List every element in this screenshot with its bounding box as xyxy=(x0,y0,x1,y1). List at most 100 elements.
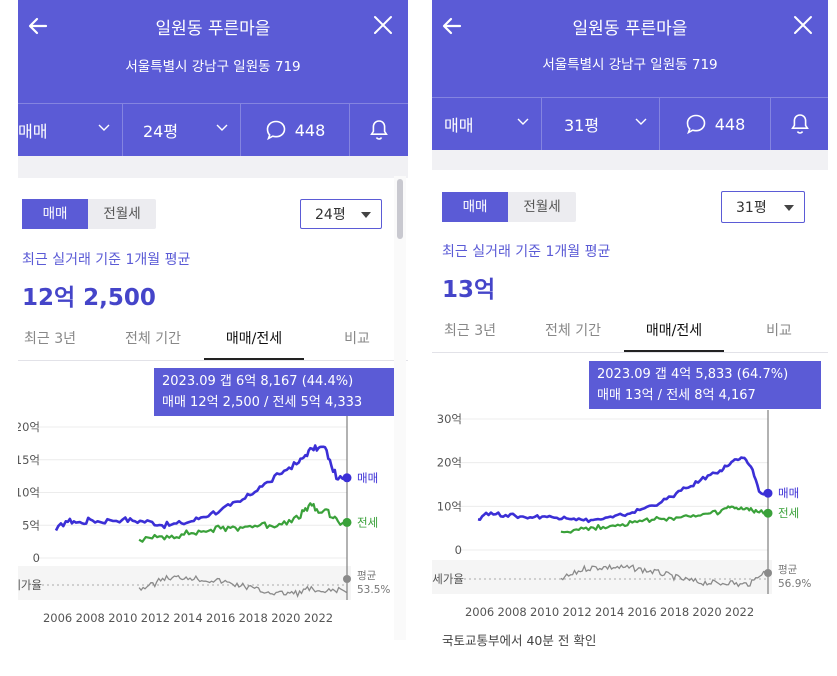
close-icon[interactable] xyxy=(792,14,814,36)
x-tick-label: 2020 xyxy=(271,611,300,625)
chart-tabs: 최근 3년 전체 기간 매매/전세 비교 xyxy=(18,320,408,361)
sale-price-line xyxy=(54,444,348,532)
x-tick-label: 2014 xyxy=(595,605,624,619)
ratio-axis-label: 전세가율 xyxy=(432,572,464,586)
caret-down-icon xyxy=(361,212,371,218)
back-arrow-icon[interactable] xyxy=(440,14,464,38)
bell-icon xyxy=(370,120,388,140)
tab-recent-3y[interactable]: 최근 3년 xyxy=(24,331,76,347)
jeonse-end-point xyxy=(763,508,773,518)
alert-button[interactable] xyxy=(771,98,828,150)
tab-all-period[interactable]: 전체 기간 xyxy=(545,323,601,339)
size-select-value: 31평 xyxy=(736,200,767,216)
y-tick-label: 20억 xyxy=(18,420,40,434)
scrollbar-thumb[interactable] xyxy=(397,179,403,239)
x-tick-label: 2006 xyxy=(465,605,494,619)
section-gap xyxy=(432,150,828,170)
alert-button[interactable] xyxy=(350,104,408,156)
tab-compare[interactable]: 비교 xyxy=(344,331,370,347)
y-tick-label: 0 xyxy=(455,543,462,557)
average-price: 13억 xyxy=(442,277,496,303)
x-tick-label: 2016 xyxy=(627,605,656,619)
size-select[interactable]: 24평 xyxy=(300,199,382,229)
x-tick-label: 2016 xyxy=(206,611,235,625)
close-icon[interactable] xyxy=(372,14,394,36)
ratio-axis-label: 세가율 xyxy=(18,578,42,592)
comment-bubble-icon xyxy=(266,120,286,141)
y-tick-label: 15억 xyxy=(18,453,40,467)
x-tick-label: 2018 xyxy=(660,605,689,619)
y-tick-label: 5억 xyxy=(22,518,40,532)
x-tick-label: 2008 xyxy=(497,605,526,619)
chart-tabs: 최근 3년 전체 기간 매매/전세 비교 xyxy=(432,312,828,353)
segment-sale[interactable]: 매매 xyxy=(22,199,88,229)
sale-end-point xyxy=(342,473,352,483)
comment-bubble-icon xyxy=(686,114,706,135)
x-tick-label: 2018 xyxy=(239,611,268,625)
apartment-panel-24: 일원동 푸른마을 서울특별시 강남구 일원동 719 매매 24평 448 매매 xyxy=(18,0,408,640)
chevron-down-icon xyxy=(216,124,228,131)
ratio-end-point xyxy=(764,569,772,577)
tooltip-prices: 매매 13억 / 전세 8억 4,167 xyxy=(597,388,756,403)
y-tick-label: 30억 xyxy=(437,412,462,426)
ratio-band xyxy=(432,560,772,594)
x-tick-label: 2022 xyxy=(725,605,754,619)
tab-recent-3y[interactable]: 최근 3년 xyxy=(444,323,496,339)
comment-count: 448 xyxy=(294,120,326,140)
trade-type-label: 매매 xyxy=(18,122,48,141)
segment-sale[interactable]: 매매 xyxy=(442,192,508,222)
trade-type-dropdown[interactable]: 매매 xyxy=(432,98,542,150)
size-dropdown[interactable]: 31평 xyxy=(542,98,660,150)
jeonse-price-line xyxy=(138,502,348,543)
back-arrow-icon[interactable] xyxy=(26,14,50,38)
caret-down-icon xyxy=(784,205,794,211)
segment-rent[interactable]: 전월세 xyxy=(103,206,141,222)
x-tick-label: 2020 xyxy=(692,605,721,619)
trade-type-dropdown[interactable]: 매매 xyxy=(18,104,123,156)
ratio-end-point xyxy=(343,575,351,583)
price-chart[interactable]: 30억20억10억0전세가율매매전세평균56.9%200620082010201… xyxy=(432,0,828,660)
size-label: 24평 xyxy=(143,122,179,141)
x-tick-label: 2010 xyxy=(530,605,559,619)
tab-all-period[interactable]: 전체 기간 xyxy=(125,331,181,347)
series-label: 매매 xyxy=(357,471,378,485)
chevron-down-icon xyxy=(98,124,110,131)
toolbar: 매매 31평 448 xyxy=(432,97,828,150)
jeonse-ratio-line xyxy=(560,563,768,588)
x-tick-label: 2006 xyxy=(43,611,72,625)
trade-type-label: 매매 xyxy=(444,116,474,135)
comments-button[interactable]: 448 xyxy=(241,104,350,156)
chart-tooltip: 2023.09 갭 4억 5,833 (64.7%) 매매 13억 / 전세 8… xyxy=(589,361,821,409)
basis-text: 최근 실거래 기준 1개월 평균 xyxy=(442,244,611,260)
header: 일원동 푸른마을 서울특별시 강남구 일원동 719 매매 31평 448 xyxy=(432,0,828,150)
ratio-band xyxy=(18,566,351,600)
size-select-value: 24평 xyxy=(315,207,346,223)
tab-sale-jeonse[interactable]: 매매/전세 xyxy=(624,312,724,352)
basis-text: 최근 실거래 기준 1개월 평균 xyxy=(22,252,191,268)
toolbar: 매매 24평 448 xyxy=(18,103,408,156)
tooltip-prices: 매매 12억 2,500 / 전세 5억 4,333 xyxy=(162,395,363,410)
x-tick-label: 2014 xyxy=(173,611,202,625)
scrollbar[interactable] xyxy=(394,176,406,640)
segment-rent[interactable]: 전월세 xyxy=(523,199,561,215)
section-gap xyxy=(18,156,408,178)
size-dropdown[interactable]: 24평 xyxy=(123,104,241,156)
chevron-down-icon xyxy=(517,118,529,125)
y-tick-label: 10억 xyxy=(437,499,462,513)
tab-compare[interactable]: 비교 xyxy=(766,323,792,339)
average-price: 12억 2,500 xyxy=(22,285,156,311)
comments-button[interactable]: 448 xyxy=(660,98,771,150)
jeonse-price-line xyxy=(560,505,769,534)
sale-end-point xyxy=(763,488,773,498)
chart-tooltip: 2023.09 갭 6억 8,167 (44.4%) 매매 12억 2,500 … xyxy=(154,368,396,416)
bell-icon xyxy=(790,114,809,134)
tooltip-gap: 2023.09 갭 6억 8,167 (44.4%) xyxy=(162,374,354,389)
size-select[interactable]: 31평 xyxy=(721,191,805,223)
comment-count: 448 xyxy=(714,114,746,134)
ratio-average-label: 평균 xyxy=(778,564,798,576)
page-title: 일원동 푸른마을 xyxy=(155,19,271,39)
y-tick-label: 0 xyxy=(33,551,40,565)
series-label: 전세 xyxy=(778,506,799,520)
tab-sale-jeonse[interactable]: 매매/전세 xyxy=(204,320,304,360)
